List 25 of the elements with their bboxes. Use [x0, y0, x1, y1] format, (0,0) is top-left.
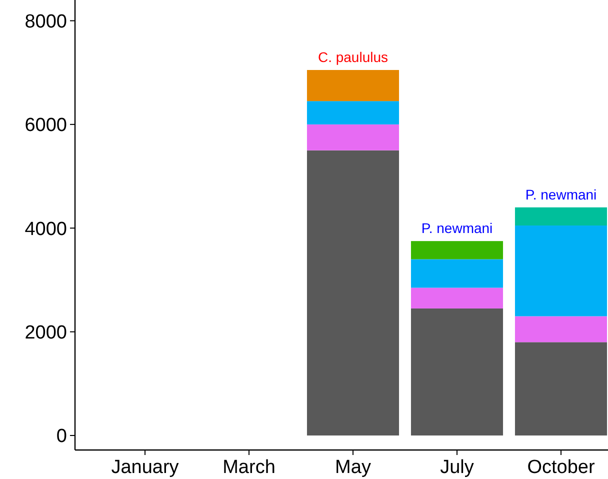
y-tick-label: 8000 [24, 11, 67, 32]
bar [514, 226, 608, 316]
bar [514, 316, 608, 342]
bar [410, 259, 504, 288]
x-tick-label: October [527, 457, 596, 478]
bar [514, 207, 608, 226]
x-tick-label: January [111, 457, 180, 478]
bar [410, 288, 504, 308]
x-tick-label: July [440, 457, 474, 478]
x-tick-label: May [335, 457, 372, 478]
x-tick-label: March [222, 457, 276, 478]
bar [410, 241, 504, 260]
y-tick-label: 6000 [24, 115, 67, 136]
annotation: P. newmani [525, 186, 597, 202]
bar [306, 150, 400, 436]
bar [410, 308, 504, 436]
bar [514, 342, 608, 436]
bar [306, 124, 400, 150]
y-tick-label: 4000 [24, 218, 67, 240]
y-tick-label: 2000 [24, 322, 67, 344]
annotation: P. newmani [421, 220, 493, 236]
bar [306, 101, 400, 124]
annotation: C. paululus [318, 48, 388, 65]
bar [306, 70, 400, 102]
y-tick-label: 0 [56, 426, 67, 448]
